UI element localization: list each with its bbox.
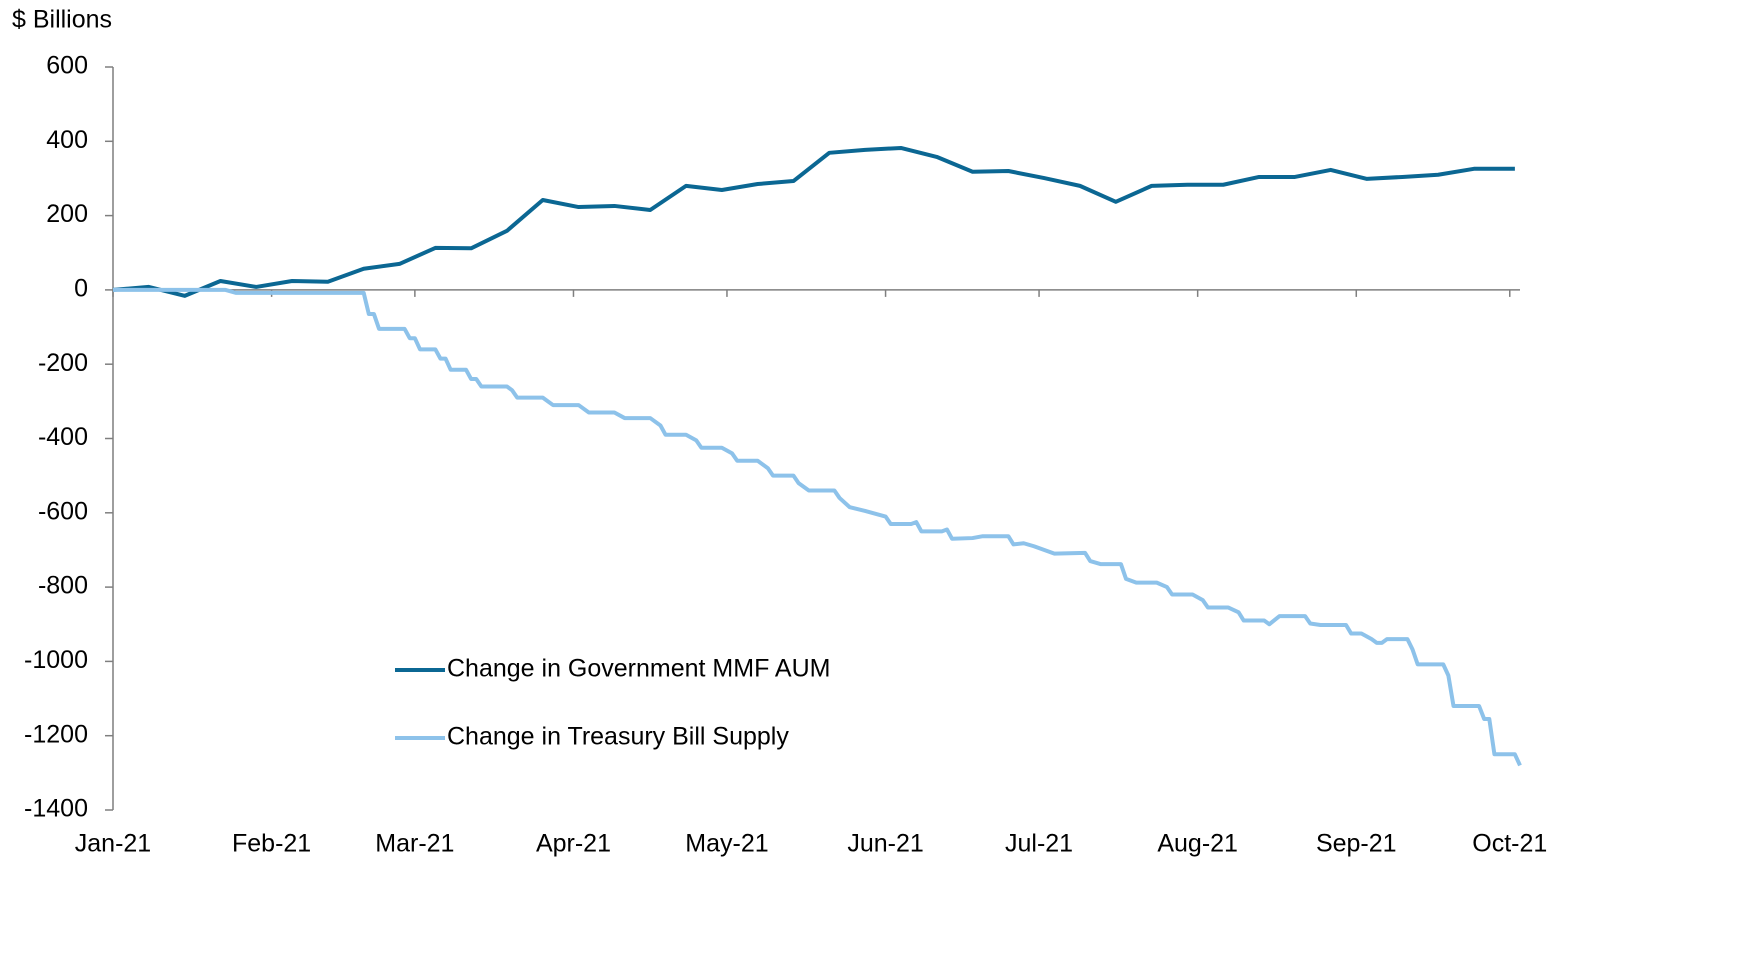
series-line [112,145,1515,298]
x-tick-label: Jan-21 [75,830,151,858]
x-tick-label: Oct-21 [1472,830,1547,858]
y-tick-label: -800 [38,572,88,600]
legend-label: Change in Treasury Bill Supply [447,723,789,751]
x-tick-label: May-21 [685,830,768,858]
y-tick-label: -1200 [24,720,88,748]
y-tick-label: 0 [74,275,88,303]
y-tick-label: 400 [46,126,88,154]
x-tick-label: Mar-21 [375,830,454,858]
x-tick-label: Sep-21 [1316,830,1397,858]
x-tick-label: Feb-21 [232,830,311,858]
legend-label: Change in Government MMF AUM [447,655,830,683]
x-tick-label: Apr-21 [536,830,611,858]
y-tick-label: 200 [46,200,88,228]
y-tick-label: -1000 [24,646,88,674]
x-tick-label: Jun-21 [847,830,923,858]
y-tick-label: 600 [46,52,88,80]
y-tick-label: -200 [38,349,88,377]
x-tick-label: Aug-21 [1157,830,1238,858]
y-tick-label: -1400 [24,795,88,823]
y-tick-label: -400 [38,423,88,451]
y-axis-label: $ Billions [12,6,112,34]
y-tick-label: -600 [38,497,88,525]
series-line [113,287,1522,767]
x-tick-label: Jul-21 [1005,830,1073,858]
